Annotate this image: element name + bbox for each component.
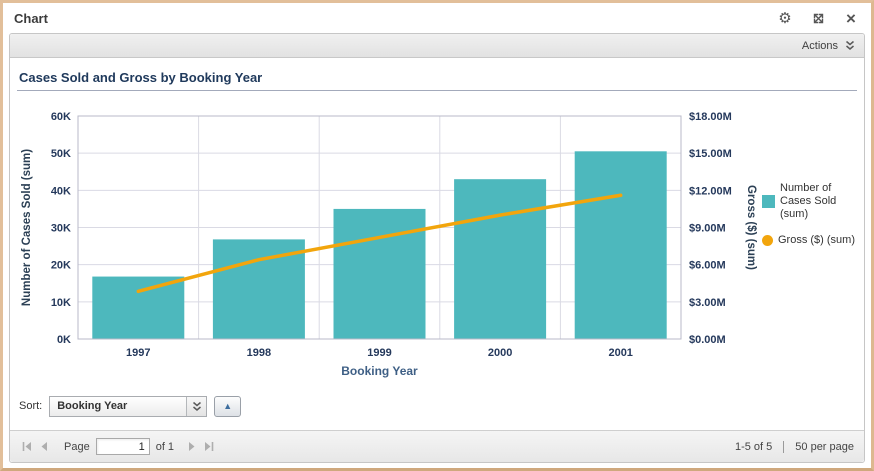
- svg-text:30K: 30K: [51, 223, 71, 235]
- expand-button[interactable]: [810, 10, 826, 26]
- chart-legend: Number of Cases Sold (sum) Gross ($) (su…: [762, 182, 864, 247]
- next-page-button[interactable]: [184, 441, 200, 452]
- expand-icon: [813, 13, 823, 23]
- sort-selected-value: Booking Year: [57, 400, 128, 412]
- sort-ascending-button[interactable]: ▲: [214, 395, 242, 417]
- svg-text:60K: 60K: [51, 111, 71, 123]
- svg-text:10K: 10K: [51, 297, 71, 309]
- widget-title: Chart: [14, 10, 48, 26]
- svg-text:2001: 2001: [608, 347, 632, 359]
- svg-text:$12.00M: $12.00M: [689, 185, 732, 197]
- close-icon: ×: [846, 8, 856, 28]
- last-page-icon: [205, 442, 214, 451]
- legend-item-cases-sold[interactable]: Number of Cases Sold (sum): [762, 182, 864, 221]
- chart-canvas: 0K $0.00M 10K $3.00M 20K $6.00M 30K $9.00M 40K $1…: [21, 111, 757, 378]
- sort-field-select[interactable]: Booking Year: [49, 395, 208, 417]
- line-swatch-icon: [762, 235, 773, 246]
- settings-button[interactable]: ⚙: [777, 10, 793, 26]
- first-page-icon: [22, 442, 31, 451]
- close-button[interactable]: ×: [843, 8, 859, 28]
- previous-page-icon: [41, 442, 47, 451]
- per-page-label: 50 per page: [795, 440, 854, 453]
- svg-text:$3.00M: $3.00M: [689, 297, 726, 309]
- svg-text:1998: 1998: [247, 347, 271, 359]
- svg-text:$15.00M: $15.00M: [689, 148, 732, 160]
- svg-text:1999: 1999: [367, 347, 391, 359]
- sort-row: Sort: Booking Year ▲: [19, 395, 242, 417]
- legend-label: Number of Cases Sold (sum): [780, 182, 837, 220]
- select-trigger[interactable]: [186, 396, 207, 416]
- next-page-icon: [189, 442, 195, 451]
- actions-label: Actions: [801, 39, 838, 52]
- chevron-double-down-icon: [192, 401, 201, 411]
- svg-text:Number of Cases Sold (sum): Number of Cases Sold (sum): [21, 149, 33, 306]
- legend-item-gross[interactable]: Gross ($) (sum): [762, 234, 864, 247]
- chart-title: Cases Sold and Gross by Booking Year: [17, 70, 857, 91]
- page-input[interactable]: [95, 438, 150, 455]
- page-of-label: of 1: [155, 440, 175, 453]
- pagination-footer: Page of 1 1-5 of 5 50 per page: [10, 430, 864, 462]
- svg-text:$6.00M: $6.00M: [689, 260, 726, 272]
- titlebar-icons: ⚙ ×: [777, 8, 861, 28]
- svg-text:Gross ($) (sum): Gross ($) (sum): [745, 185, 757, 270]
- previous-page-button[interactable]: [36, 441, 52, 452]
- widget-titlebar: Chart ⚙ ×: [3, 3, 871, 33]
- page-label: Page: [64, 440, 90, 453]
- svg-text:40K: 40K: [51, 185, 71, 197]
- svg-text:50K: 50K: [51, 148, 71, 160]
- svg-text:$18.00M: $18.00M: [689, 111, 732, 123]
- svg-text:$0.00M: $0.00M: [689, 334, 726, 346]
- last-page-button[interactable]: [200, 441, 218, 452]
- svg-text:2000: 2000: [488, 347, 512, 359]
- sort-label: Sort:: [19, 400, 43, 412]
- chevron-double-down-icon: [846, 40, 854, 50]
- svg-text:Booking Year: Booking Year: [341, 364, 418, 378]
- legend-label: Gross ($) (sum): [778, 234, 855, 246]
- svg-text:$9.00M: $9.00M: [689, 223, 726, 235]
- footer-right: 1-5 of 5 50 per page: [734, 440, 854, 453]
- footer-divider: [783, 440, 785, 453]
- actions-button[interactable]: Actions: [802, 40, 855, 52]
- svg-text:0K: 0K: [57, 334, 71, 346]
- sort-ascending-icon: ▲: [223, 401, 233, 411]
- svg-text:20K: 20K: [51, 260, 71, 272]
- bar-swatch-icon: [762, 195, 775, 208]
- record-range: 1-5 of 5: [734, 440, 773, 453]
- actions-toolbar: Actions: [10, 34, 864, 58]
- gear-icon: ⚙: [778, 9, 792, 27]
- svg-text:1997: 1997: [126, 347, 150, 359]
- chart-content: Cases Sold and Gross by Booking Year 0K $…: [10, 58, 864, 430]
- first-page-button[interactable]: [18, 441, 36, 452]
- chart-panel: Actions Cases Sold and Gross by Booking …: [9, 33, 865, 463]
